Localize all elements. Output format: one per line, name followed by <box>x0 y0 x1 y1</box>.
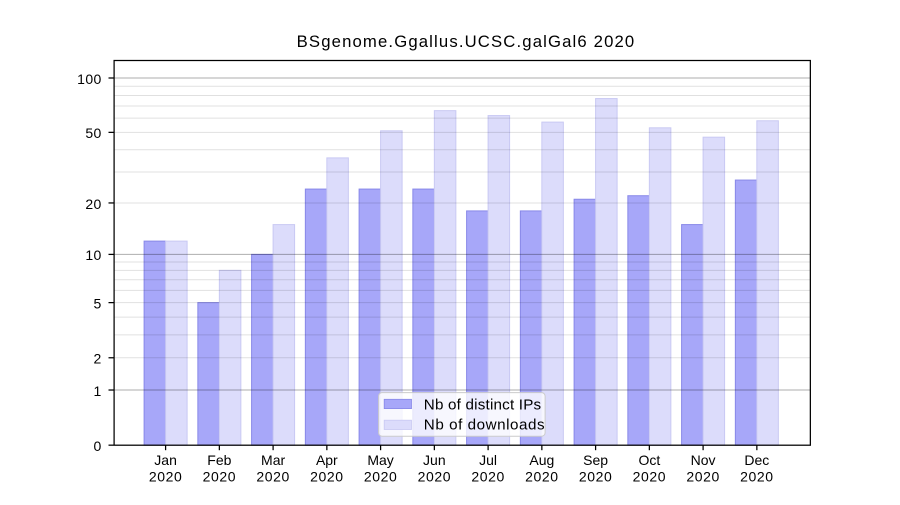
svg-text:Jan: Jan <box>154 452 177 468</box>
svg-text:Jul: Jul <box>479 452 497 468</box>
svg-text:2020: 2020 <box>364 469 398 485</box>
svg-text:2020: 2020 <box>579 469 613 485</box>
svg-text:10: 10 <box>85 247 101 263</box>
svg-text:2020: 2020 <box>471 469 505 485</box>
svg-text:Dec: Dec <box>744 452 769 468</box>
svg-text:Jun: Jun <box>423 452 446 468</box>
svg-text:5: 5 <box>94 295 102 311</box>
svg-text:Oct: Oct <box>638 452 660 468</box>
svg-text:1: 1 <box>94 383 102 399</box>
svg-text:2020: 2020 <box>418 469 452 485</box>
svg-text:Mar: Mar <box>261 452 285 468</box>
svg-text:Nb of distinct IPs: Nb of distinct IPs <box>424 396 542 413</box>
svg-text:2020: 2020 <box>740 469 774 485</box>
svg-text:Feb: Feb <box>207 452 231 468</box>
svg-text:Apr: Apr <box>316 452 338 468</box>
svg-text:May: May <box>367 452 393 468</box>
svg-text:2020: 2020 <box>686 469 720 485</box>
svg-text:2020: 2020 <box>310 469 344 485</box>
svg-text:Aug: Aug <box>529 452 554 468</box>
svg-text:2020: 2020 <box>203 469 237 485</box>
svg-text:Nov: Nov <box>691 452 716 468</box>
svg-text:2020: 2020 <box>633 469 667 485</box>
svg-text:2020: 2020 <box>149 469 183 485</box>
svg-text:100: 100 <box>77 71 102 87</box>
svg-text:20: 20 <box>85 196 101 212</box>
svg-text:0: 0 <box>94 438 102 454</box>
svg-text:2020: 2020 <box>525 469 559 485</box>
svg-text:BSgenome.Ggallus.UCSC.galGal6: BSgenome.Ggallus.UCSC.galGal6 2020 <box>297 32 636 51</box>
svg-text:50: 50 <box>85 125 101 141</box>
svg-text:2: 2 <box>94 351 102 367</box>
svg-text:Sep: Sep <box>583 452 608 468</box>
svg-text:2020: 2020 <box>256 469 290 485</box>
svg-text:Nb of downloads: Nb of downloads <box>424 416 545 433</box>
